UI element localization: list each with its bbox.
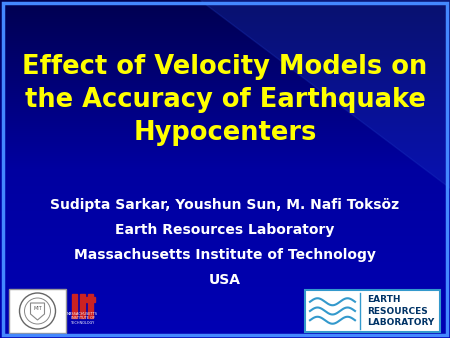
Text: MIT: MIT: [33, 307, 42, 312]
Bar: [72, 294, 77, 318]
Text: Effect of Velocity Models on
the Accuracy of Earthquake
Hypocenters: Effect of Velocity Models on the Accurac…: [22, 54, 427, 146]
Text: Earth Resources Laboratory: Earth Resources Laboratory: [115, 223, 335, 237]
Polygon shape: [200, 0, 450, 188]
Bar: [88, 294, 93, 318]
FancyBboxPatch shape: [9, 289, 66, 333]
Text: EARTH: EARTH: [367, 295, 400, 304]
Text: MASSACHUSETTS
INSTITUTE OF
TECHNOLOGY: MASSACHUSETTS INSTITUTE OF TECHNOLOGY: [67, 312, 98, 325]
Bar: [80, 294, 85, 318]
Text: RESOURCES: RESOURCES: [367, 307, 428, 315]
Text: USA: USA: [209, 273, 241, 287]
Bar: [305, 290, 440, 332]
Text: LABORATORY: LABORATORY: [367, 318, 434, 327]
Text: Sudipta Sarkar, Youshun Sun, M. Nafi Toksöz: Sudipta Sarkar, Youshun Sun, M. Nafi Tok…: [50, 198, 400, 212]
Text: Massachusetts Institute of Technology: Massachusetts Institute of Technology: [74, 248, 376, 262]
Bar: [86, 297, 95, 302]
